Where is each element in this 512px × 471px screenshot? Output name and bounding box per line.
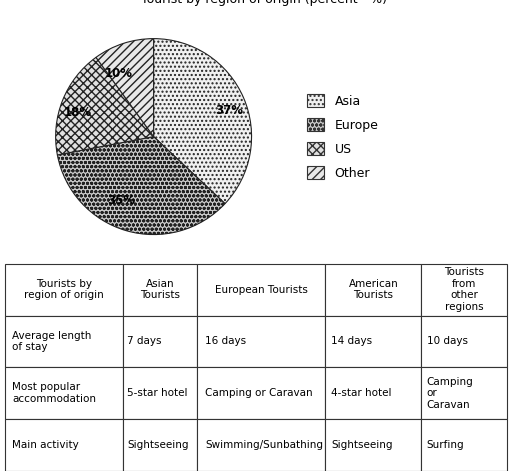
Text: 37%: 37% (215, 104, 243, 117)
Text: 10%: 10% (105, 67, 133, 80)
Text: 35%: 35% (107, 194, 135, 207)
Wedge shape (154, 39, 251, 203)
Title: Tourist by region of origin (percent - %): Tourist by region of origin (percent - %… (141, 0, 387, 6)
Text: 18%: 18% (63, 106, 92, 119)
Legend: Asia, Europe, US, Other: Asia, Europe, US, Other (303, 90, 382, 183)
Wedge shape (57, 137, 225, 235)
Wedge shape (96, 39, 154, 137)
Wedge shape (56, 57, 154, 155)
